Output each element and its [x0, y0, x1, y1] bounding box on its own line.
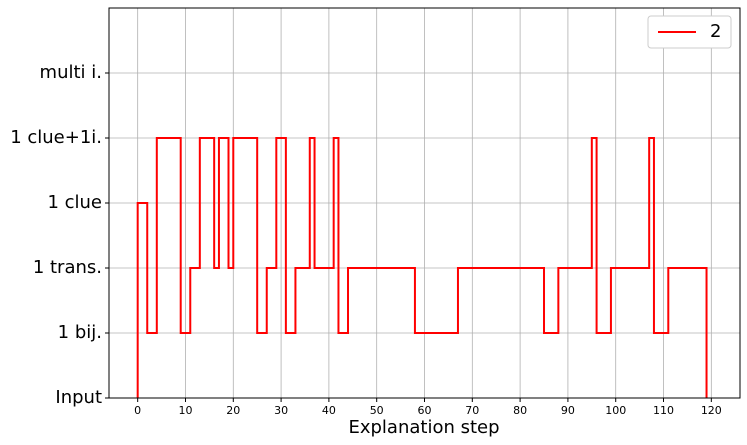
x-tick-label: 10	[178, 404, 192, 417]
x-axis-label: Explanation step	[348, 417, 499, 438]
step-line	[136, 137, 708, 398]
y-tick-label: 1 clue+1i.	[10, 127, 102, 148]
x-tick-label: 80	[513, 404, 527, 417]
x-tick-label: 120	[701, 404, 722, 417]
x-tick-label: 100	[605, 404, 626, 417]
y-tick-label: Input	[55, 387, 102, 408]
x-tick-label: 70	[465, 404, 479, 417]
legend-label: 2	[710, 21, 721, 42]
x-tick-label: 0	[134, 404, 141, 417]
x-tick-label: 50	[370, 404, 384, 417]
y-tick-label: 1 clue	[47, 192, 102, 213]
x-tick-label: 20	[226, 404, 240, 417]
y-tick-label: 1 trans.	[33, 257, 102, 278]
plot-frame	[108, 7, 741, 399]
x-tick-label: 30	[274, 404, 288, 417]
y-tick-label: multi i.	[40, 62, 102, 83]
y-tick-label: 1 bij.	[58, 322, 102, 343]
x-tick-label: 40	[322, 404, 336, 417]
x-tick-label: 60	[418, 404, 432, 417]
x-tick-label: 90	[561, 404, 575, 417]
x-tick-label: 110	[653, 404, 674, 417]
